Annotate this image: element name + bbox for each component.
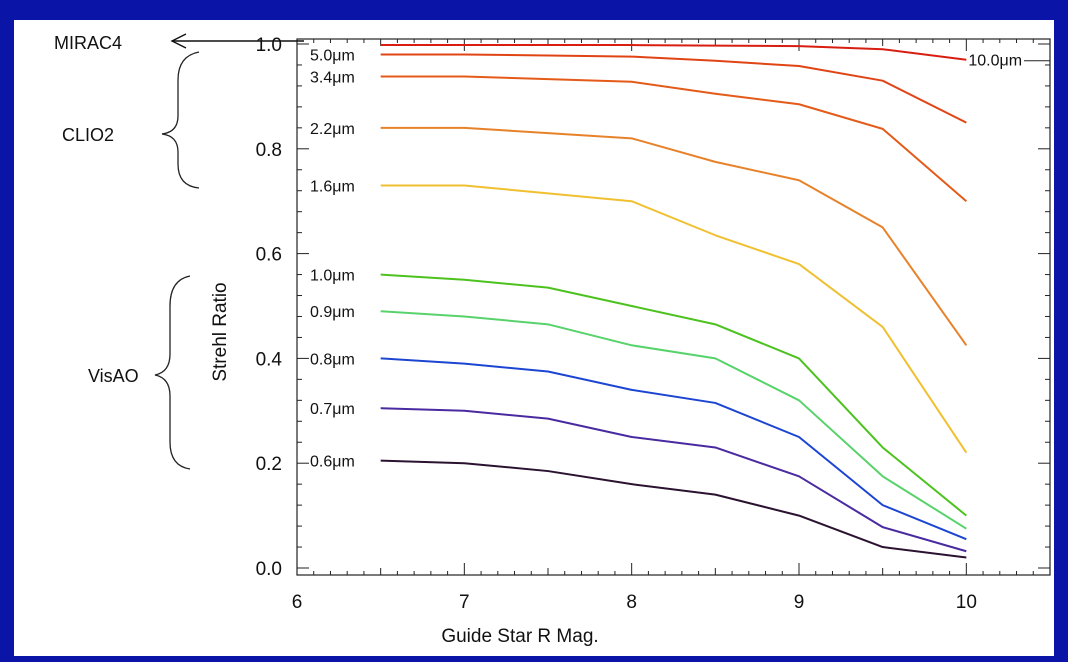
series-label: 0.6μm (310, 454, 355, 471)
visao-label: VisAO (88, 366, 139, 386)
series-line (380, 126, 968, 346)
series-label: 2.2μm (310, 121, 355, 138)
mirac4-arrow (170, 33, 304, 49)
series-line (380, 273, 967, 517)
series-label: 1.6μm (310, 178, 355, 195)
series-label: 0.7μm (310, 401, 355, 418)
y-axis-ticks: 0.0 0.2 0.4 0.6 0.8 1.0 (256, 35, 1050, 580)
series-labels: 10.0μm 5.0μm 3.4μm 2.2μm 1.6μm 1.0μm 0.9μm 0.8μ… (310, 47, 1050, 471)
x-axis-label: Guide Star R Mag. (441, 626, 598, 647)
y-tick-label: 0.4 (256, 349, 283, 370)
series-line (380, 75, 967, 202)
series-label: 0.8μm (310, 351, 355, 368)
visao-brace (154, 275, 191, 470)
y-axis-label: Strehl Ratio (210, 282, 231, 381)
series-line (380, 357, 967, 541)
clio2-label: CLIO2 (62, 125, 114, 145)
clio2-brace (161, 51, 200, 189)
y-tick-label: 0.8 (256, 140, 282, 161)
series-label: 5.0μm (310, 47, 355, 64)
series-lines (380, 44, 968, 559)
mirac4-label: MIRAC4 (54, 33, 122, 53)
series-line (380, 459, 967, 559)
y-tick-label: 0.0 (256, 559, 282, 580)
x-tick-label: 7 (459, 592, 470, 613)
x-axis-ticks: 6 7 8 9 10 (292, 39, 1051, 613)
series-line (380, 310, 967, 530)
series-label: 1.0μm (310, 268, 355, 285)
plot-frame (296, 38, 1051, 576)
x-tick-label: 6 (292, 592, 303, 613)
chart-panel: 6 7 8 9 10 0.0 0.2 0.4 0.6 0.8 1.0 10.0μm 5.0μm 3.4… (14, 20, 1054, 656)
x-tick-label: 10 (956, 592, 977, 613)
y-tick-label: 1.0 (256, 35, 282, 56)
strehl-ratio-chart: 6 7 8 9 10 0.0 0.2 0.4 0.6 0.8 1.0 10.0μm 5.0μm 3.4… (54, 33, 1051, 647)
series-line (380, 53, 967, 124)
series-line (380, 407, 967, 553)
series-label: 3.4μm (310, 69, 355, 86)
y-tick-label: 0.6 (256, 245, 282, 266)
series-label: 0.9μm (310, 304, 355, 321)
x-tick-label: 9 (794, 592, 805, 613)
series-label: 10.0μm (968, 53, 1022, 70)
series-line (380, 184, 968, 454)
y-tick-label: 0.2 (256, 454, 282, 475)
series-line (380, 44, 967, 61)
x-tick-label: 8 (626, 592, 637, 613)
